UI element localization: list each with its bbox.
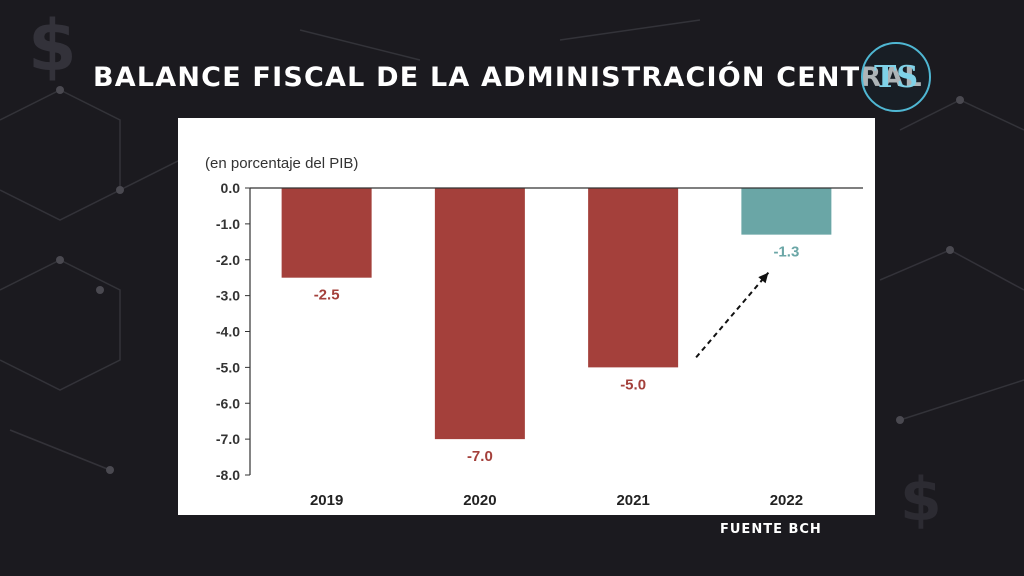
annotation-arrow — [695, 271, 770, 359]
bar-chart: (en porcentaje del PIB) 0.0 -1.0 -2.0 -3.0 -… — [205, 155, 863, 509]
source-label: FUENTE BCH — [720, 522, 822, 537]
data-label-2021: -5.0 — [620, 376, 646, 393]
x-tick-label-2022: 2022 — [770, 492, 803, 509]
bar-2019 — [281, 188, 372, 278]
logo-badge: TS — [861, 42, 931, 112]
x-tick-label-2021: 2021 — [616, 492, 649, 509]
y-tick-label: -1.0 — [216, 216, 240, 232]
y-tick-label: -2.0 — [216, 252, 240, 268]
x-axis: 2019 2020 2021 2022 — [250, 187, 863, 509]
y-tick-label: -5.0 — [216, 359, 240, 375]
bar-2022 — [741, 188, 832, 235]
page-title: BALANCE FISCAL DE LA ADMINISTRACIÓN CENT… — [93, 62, 923, 93]
bar-2020 — [434, 188, 525, 440]
y-tick-label: -4.0 — [216, 324, 240, 340]
chart-panel: (en porcentaje del PIB) 0.0 -1.0 -2.0 -3.0 -… — [178, 118, 875, 515]
x-tick-label-2019: 2019 — [310, 492, 343, 509]
x-tick-label-2020: 2020 — [463, 492, 496, 509]
arrow-head — [758, 272, 769, 284]
data-label-2019: -2.5 — [314, 287, 340, 304]
y-tick-label: -6.0 — [216, 395, 240, 411]
bars — [281, 188, 832, 440]
arrow-shaft — [695, 271, 770, 359]
data-label-2020: -7.0 — [467, 448, 493, 465]
y-tick-label: -7.0 — [216, 431, 240, 447]
svg-text:$: $ — [900, 465, 942, 535]
chart-subtitle: (en porcentaje del PIB) — [205, 155, 358, 172]
y-tick-label: -3.0 — [216, 288, 240, 304]
y-tick-label: 0.0 — [221, 180, 241, 196]
y-tick-label: -8.0 — [216, 467, 240, 483]
bar-2021 — [588, 188, 679, 368]
y-axis: 0.0 -1.0 -2.0 -3.0 -4.0 -5.0 -6.0 -7.0 -8.0 — [216, 180, 251, 483]
data-labels: -2.5 -7.0 -5.0 -1.3 — [314, 244, 800, 465]
svg-text:$: $ — [28, 5, 77, 87]
data-label-2022: -1.3 — [773, 244, 799, 261]
